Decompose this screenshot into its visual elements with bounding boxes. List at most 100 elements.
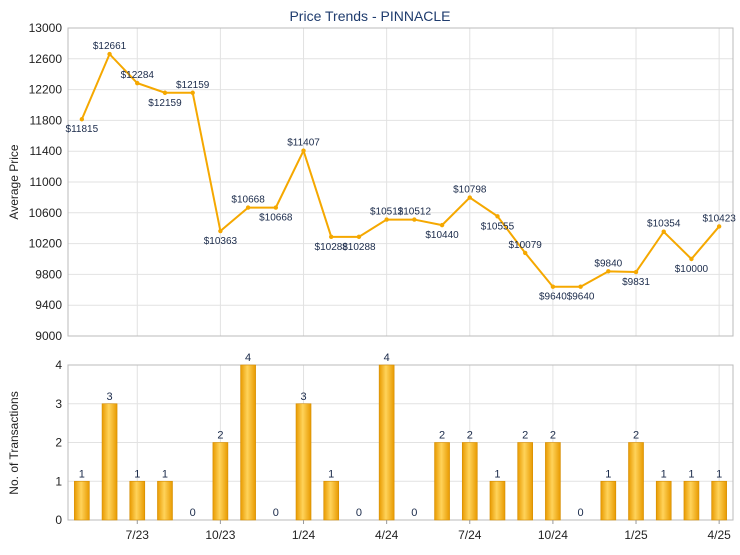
- price-data-label: $10798: [453, 185, 487, 196]
- transactions-bar: [323, 480, 340, 521]
- price-data-label: $10668: [231, 195, 265, 206]
- transactions-data-label: 0: [190, 507, 196, 519]
- price-point: [578, 284, 583, 289]
- price-data-label: $10512: [370, 207, 404, 218]
- price-point: [135, 80, 140, 86]
- transactions-tick-label: 2: [55, 436, 62, 450]
- x-tick-label: 4/24: [375, 528, 399, 542]
- transactions-data-label: 1: [162, 468, 168, 480]
- transactions-bar: [711, 480, 727, 521]
- price-point: [245, 205, 251, 210]
- transactions-data-label: 1: [494, 468, 500, 480]
- price-point: [190, 90, 195, 95]
- price-data-label: $10000: [675, 264, 709, 275]
- transactions-data-label: 4: [384, 352, 390, 364]
- price-point: [79, 117, 85, 122]
- price-tick-label: 9000: [35, 329, 62, 343]
- transactions-data-label: 0: [356, 507, 362, 519]
- price-data-label: $10354: [647, 219, 681, 230]
- price-tick-label: 10600: [29, 206, 63, 220]
- transactions-data-label: 1: [79, 468, 85, 480]
- transactions-tick-label: 4: [55, 358, 62, 372]
- transactions-data-label: 2: [633, 430, 639, 442]
- price-series-line: [80, 52, 720, 288]
- price-point: [384, 217, 389, 222]
- price-plot-frame: [67, 27, 734, 337]
- transactions-data-label: 0: [578, 507, 584, 519]
- price-point: [273, 205, 279, 210]
- x-axis-labels: 7/23 10/23 1/24 4/24 7/24 10/24 1/25 4/25: [126, 520, 731, 542]
- price-point: [439, 222, 445, 228]
- chart-title: Price Trends - PINNACLE: [289, 8, 450, 24]
- transactions-bar: [212, 442, 229, 521]
- price-point: [633, 269, 639, 275]
- price-tick-label: 11000: [30, 175, 63, 189]
- price-tick-label: 12200: [29, 83, 63, 97]
- price-tick-label: 11400: [30, 144, 63, 158]
- transactions-data-label: 1: [605, 468, 611, 480]
- price-line-panel: 9000 9400 9800 10200 10600 11000 11400 11800 122…: [29, 21, 737, 343]
- price-point: [301, 148, 306, 153]
- x-tick-label: 7/23: [126, 528, 150, 542]
- price-point: [716, 224, 722, 229]
- transactions-data-label: 2: [522, 430, 528, 442]
- price-data-label: $11407: [287, 138, 320, 149]
- transactions-bar: [600, 480, 617, 521]
- transactions-bar: [683, 480, 700, 521]
- price-data-label: $10668: [259, 213, 293, 224]
- price-data-label: $10363: [204, 236, 238, 247]
- transactions-bar: [101, 403, 118, 521]
- price-data-label: $10423: [702, 213, 736, 224]
- transactions-data-label: 1: [328, 468, 334, 480]
- price-point: [661, 229, 666, 234]
- price-data-label: $12661: [93, 41, 127, 52]
- transactions-data-label: 1: [134, 468, 140, 480]
- price-data-label: $10440: [425, 230, 459, 241]
- price-data-label: $10555: [481, 221, 515, 232]
- price-point: [606, 269, 611, 274]
- price-data-label: $10512: [398, 207, 432, 218]
- price-data-label: $9640: [567, 292, 595, 303]
- transactions-bar: [655, 480, 672, 521]
- price-data-label: $10079: [509, 240, 543, 251]
- price-point: [467, 195, 472, 200]
- price-point: [218, 228, 223, 234]
- transactions-data-label: 2: [550, 430, 556, 442]
- price-point: [522, 250, 528, 256]
- transactions-tick-label: 1: [55, 474, 62, 488]
- transactions-bar: [157, 480, 173, 521]
- price-tick-label: 11800: [30, 113, 63, 127]
- price-point: [162, 90, 168, 95]
- price-tick-label: 9400: [35, 298, 62, 312]
- transactions-bar: [240, 364, 256, 521]
- x-tick-label: 1/24: [292, 528, 316, 542]
- transactions-data-label: 2: [439, 430, 445, 442]
- price-point: [356, 234, 362, 240]
- transactions-bar: [295, 403, 312, 521]
- transactions-bar: [517, 442, 533, 521]
- price-data-label: $12284: [121, 70, 155, 81]
- transactions-bar: [74, 480, 90, 521]
- price-tick-label: 10200: [29, 237, 63, 251]
- transactions-bar: [434, 442, 450, 521]
- x-tick-label: 7/24: [458, 528, 482, 542]
- price-data-label: $9831: [622, 277, 650, 288]
- price-point: [412, 217, 417, 222]
- transactions-bar: [489, 480, 506, 521]
- price-data-label: $10288: [342, 242, 376, 253]
- transactions-data-label: 4: [245, 352, 251, 364]
- transactions-axis-title: No. of Transactions: [7, 391, 21, 494]
- price-data-label: $12159: [148, 98, 182, 109]
- transactions-data-label: 2: [467, 430, 473, 442]
- price-data-label: $9840: [594, 258, 622, 269]
- x-tick-label: 10/24: [538, 528, 568, 542]
- transactions-data-label: 1: [716, 468, 722, 480]
- price-data-label: $11815: [66, 124, 99, 135]
- transactions-data-label: 2: [217, 430, 223, 442]
- x-tick-label: 10/23: [205, 528, 235, 542]
- transactions-bar-panel: 0 1 2 3 4 1 3 1 1 0 2 4 0 3 1 0 4 0 2 2 1 2 2 0 1 2 1 1 1: [55, 352, 734, 527]
- price-data-label: $9640: [539, 292, 567, 303]
- price-point: [107, 51, 112, 57]
- price-axis-title: Average Price: [7, 144, 21, 219]
